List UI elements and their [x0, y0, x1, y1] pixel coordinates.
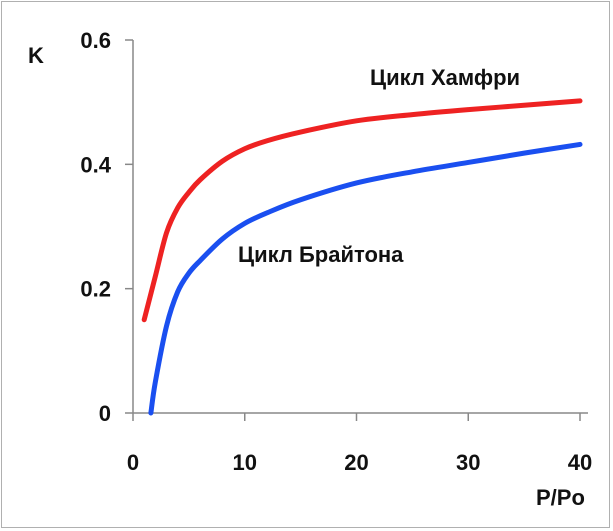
series-line-brayton — [148, 141, 583, 416]
axes — [132, 40, 588, 414]
x-tick-label: 20 — [344, 450, 368, 475]
series-line-humphrey — [141, 98, 583, 323]
series-lines — [141, 98, 583, 416]
x-tick-label: 40 — [568, 450, 592, 475]
ticks: 0 0.2 0.4 0.6 0 10 20 30 40 — [80, 28, 592, 475]
y-axis-label: K — [28, 43, 44, 68]
y-tick-label: 0.4 — [80, 152, 111, 177]
x-axis-label: P/Po — [536, 485, 585, 510]
x-tick-label: 0 — [127, 450, 139, 475]
y-tick-label: 0.6 — [80, 28, 111, 53]
x-tick-label: 10 — [233, 450, 257, 475]
y-tick-label: 0 — [99, 401, 111, 426]
series-label-humphrey: Цикл Хамфри — [370, 65, 520, 90]
series-label-brayton: Цикл Брайтона — [238, 242, 404, 267]
x-tick-label: 30 — [456, 450, 480, 475]
y-tick-label: 0.2 — [80, 277, 111, 302]
